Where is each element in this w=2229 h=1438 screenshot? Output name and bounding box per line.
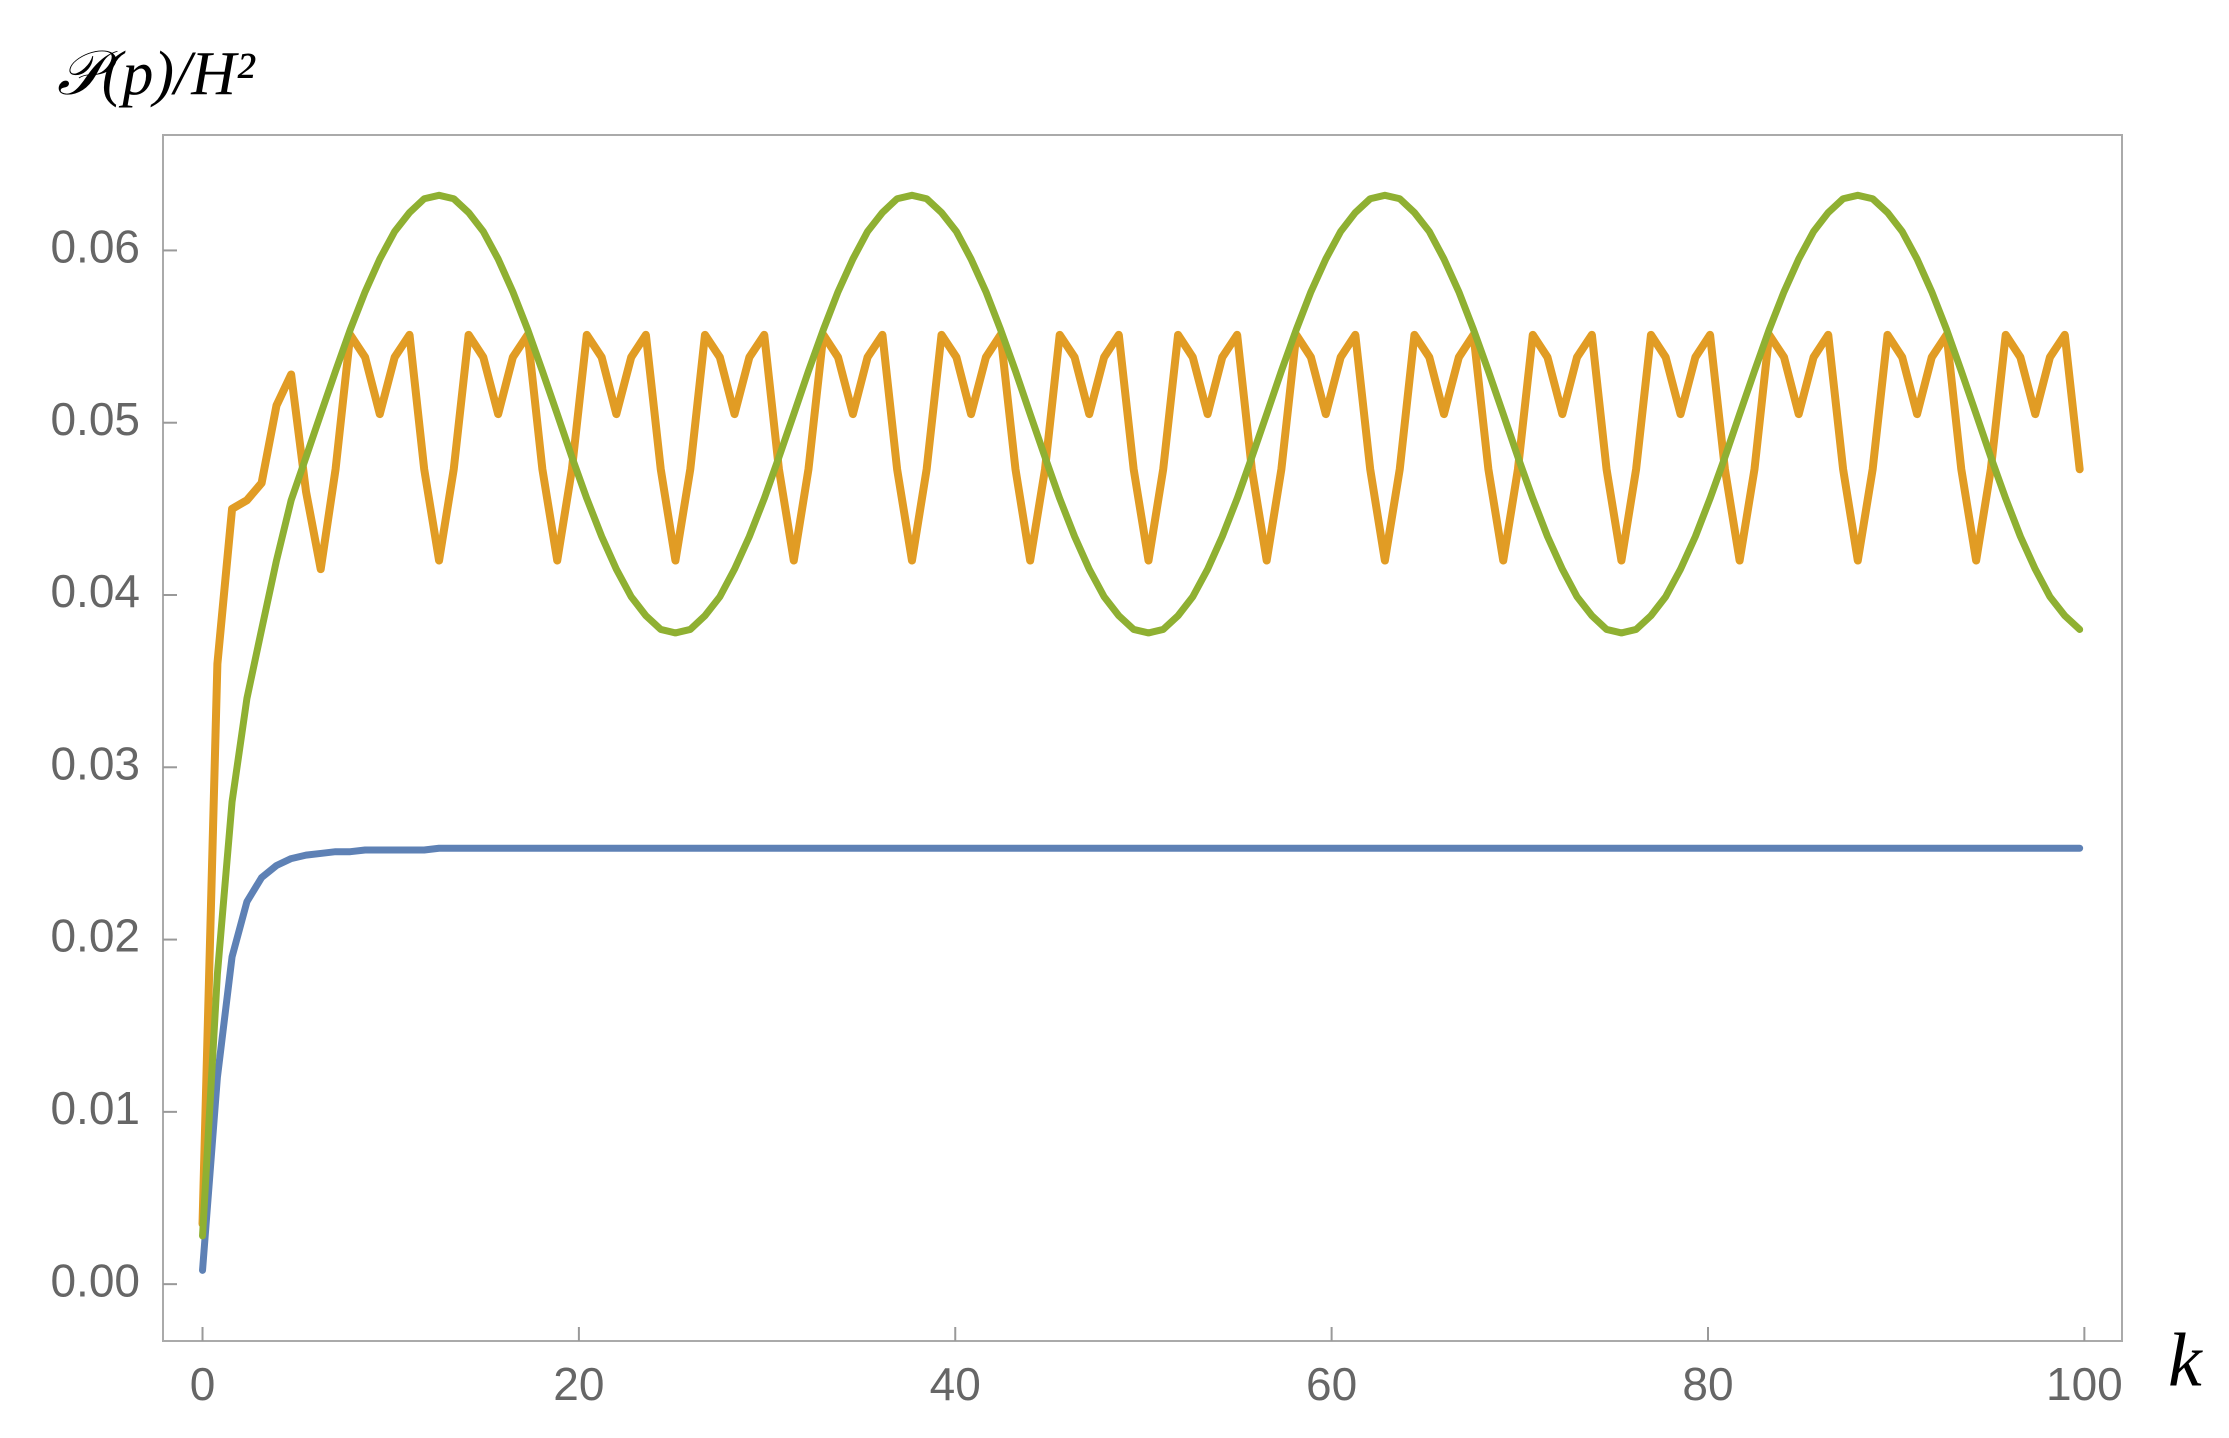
x-axis-label: k (2168, 1318, 2203, 1402)
y-tick-label: 0.03 (50, 737, 140, 789)
plot-frame (162, 134, 2123, 1342)
x-tick-label: 0 (190, 1358, 216, 1410)
data-line (199, 191, 2084, 1240)
x-tick-label: 60 (1306, 1358, 1357, 1410)
data-line (199, 844, 2084, 1274)
y-tick-label: 0.01 (50, 1082, 140, 1134)
x-tick-label: 20 (553, 1358, 604, 1410)
x-tick-label: 80 (1682, 1358, 1733, 1410)
data-line (198, 330, 2084, 1228)
x-tick-label: 40 (930, 1358, 981, 1410)
y-tick-label: 0.06 (50, 221, 140, 273)
y-axis-label: 𝒫(p)/H² (57, 40, 256, 108)
y-tick-label: 0.04 (50, 565, 140, 617)
y-tick-label: 0.05 (50, 393, 140, 445)
y-tick-label: 0.02 (50, 910, 140, 962)
y-tick-label: 0.00 (50, 1254, 140, 1306)
x-tick-label: 100 (2046, 1358, 2123, 1410)
